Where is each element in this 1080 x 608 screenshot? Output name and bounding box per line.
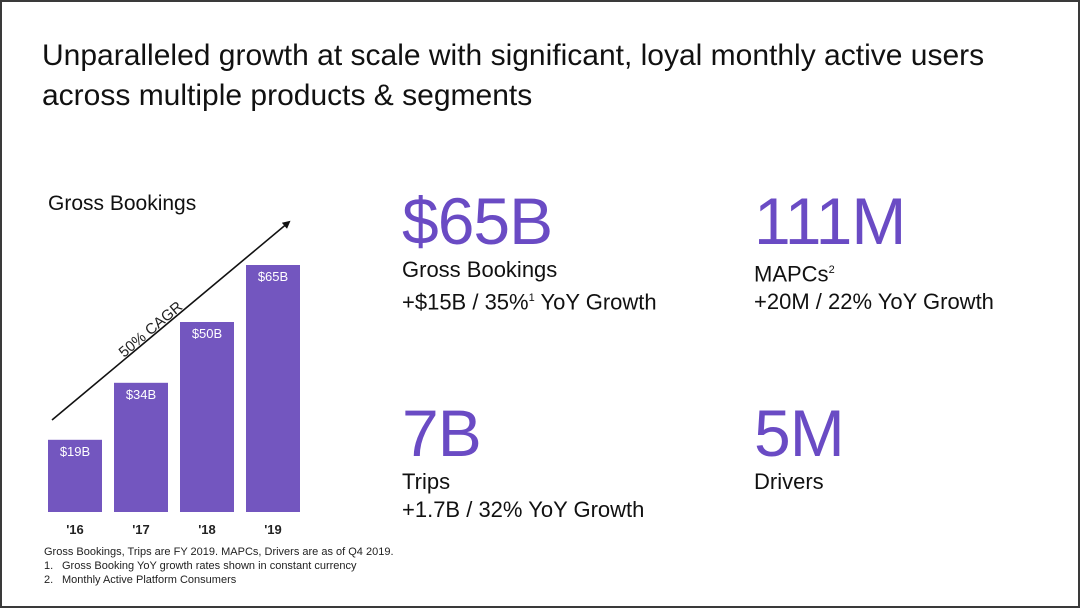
mapcs-label-row: MAPCs2 <box>754 256 994 288</box>
footnote-intro: Gross Bookings, Trips are FY 2019. MAPCs… <box>44 546 394 558</box>
footnote-1-text: Gross Booking YoY growth rates shown in … <box>62 560 357 572</box>
gross-bookings-label: Gross Bookings <box>402 257 558 282</box>
bar-data-label-1: $34B <box>126 387 156 402</box>
gross-bookings-growth: +$15B / 35%1 YoY Growth <box>402 284 657 316</box>
gross-bookings-growth-post: YoY Growth <box>534 289 657 315</box>
gross-bookings-value: $65B <box>402 184 553 258</box>
gross-bookings-growth-pre: +$15B / 35% <box>402 289 529 315</box>
cagr-annotation: 50% CAGR <box>116 298 186 361</box>
bar-3 <box>246 265 300 512</box>
footnote-2: 2. Monthly Active Platform Consumers <box>44 573 394 587</box>
x-tick-label-0: '16 <box>66 522 84 537</box>
growth-arrow <box>51 220 291 421</box>
bar-data-label-0: $19B <box>60 444 90 459</box>
stat-mapcs: 111M MAPCs2 +20M / 22% YoY Growth <box>754 188 994 316</box>
bars-group: $19B '16 $34B '17 $50B '18 $65B '19 <box>48 265 300 537</box>
x-tick-label-2: '18 <box>198 522 216 537</box>
drivers-label: Drivers <box>754 469 824 494</box>
bar-data-label-2: $50B <box>192 326 222 341</box>
x-tick-label-3: '19 <box>264 522 282 537</box>
footnotes: Gross Bookings, Trips are FY 2019. MAPCs… <box>44 545 394 587</box>
gross-bookings-chart: Gross Bookings 50% CAGR $19B '16 $34B '17 $5… <box>2 2 342 562</box>
footnote-2-number: 2. <box>44 574 54 586</box>
footnote-1: 1. Gross Booking YoY growth rates shown … <box>44 559 394 573</box>
stat-trips: 7B Trips +1.7B / 32% YoY Growth <box>402 400 644 524</box>
trips-growth: +1.7B / 32% YoY Growth <box>402 497 645 522</box>
mapcs-growth: +20M / 22% YoY Growth <box>754 289 994 315</box>
bar-1 <box>114 382 168 512</box>
trips-label: Trips <box>402 469 451 494</box>
drivers-value: 5M <box>754 396 845 470</box>
bar-chart-svg: 50% CAGR $19B '16 $34B '17 $50B '18 $65B '19 <box>48 220 300 537</box>
footnote-ref-2: 2 <box>828 264 835 276</box>
mapcs-label: MAPCs <box>754 261 829 287</box>
trips-value: 7B <box>402 396 482 470</box>
footnote-ref-1: 1 <box>528 292 535 304</box>
bar-2 <box>180 322 234 512</box>
stat-gross-bookings: $65B Gross Bookings +$15B / 35%1 YoY Gro… <box>402 188 657 316</box>
stat-drivers: 5M Drivers <box>754 396 845 496</box>
slide-title: Unparalleled growth at scale with signif… <box>42 39 985 112</box>
bar-data-label-3: $65B <box>258 269 288 284</box>
footnote-1-number: 1. <box>44 560 54 572</box>
footnote-2-text: Monthly Active Platform Consumers <box>62 574 237 586</box>
bar-0 <box>48 439 102 512</box>
x-tick-label-1: '17 <box>132 522 150 537</box>
mapcs-value: 111M <box>754 184 906 258</box>
chart-title: Gross Bookings <box>48 192 197 215</box>
